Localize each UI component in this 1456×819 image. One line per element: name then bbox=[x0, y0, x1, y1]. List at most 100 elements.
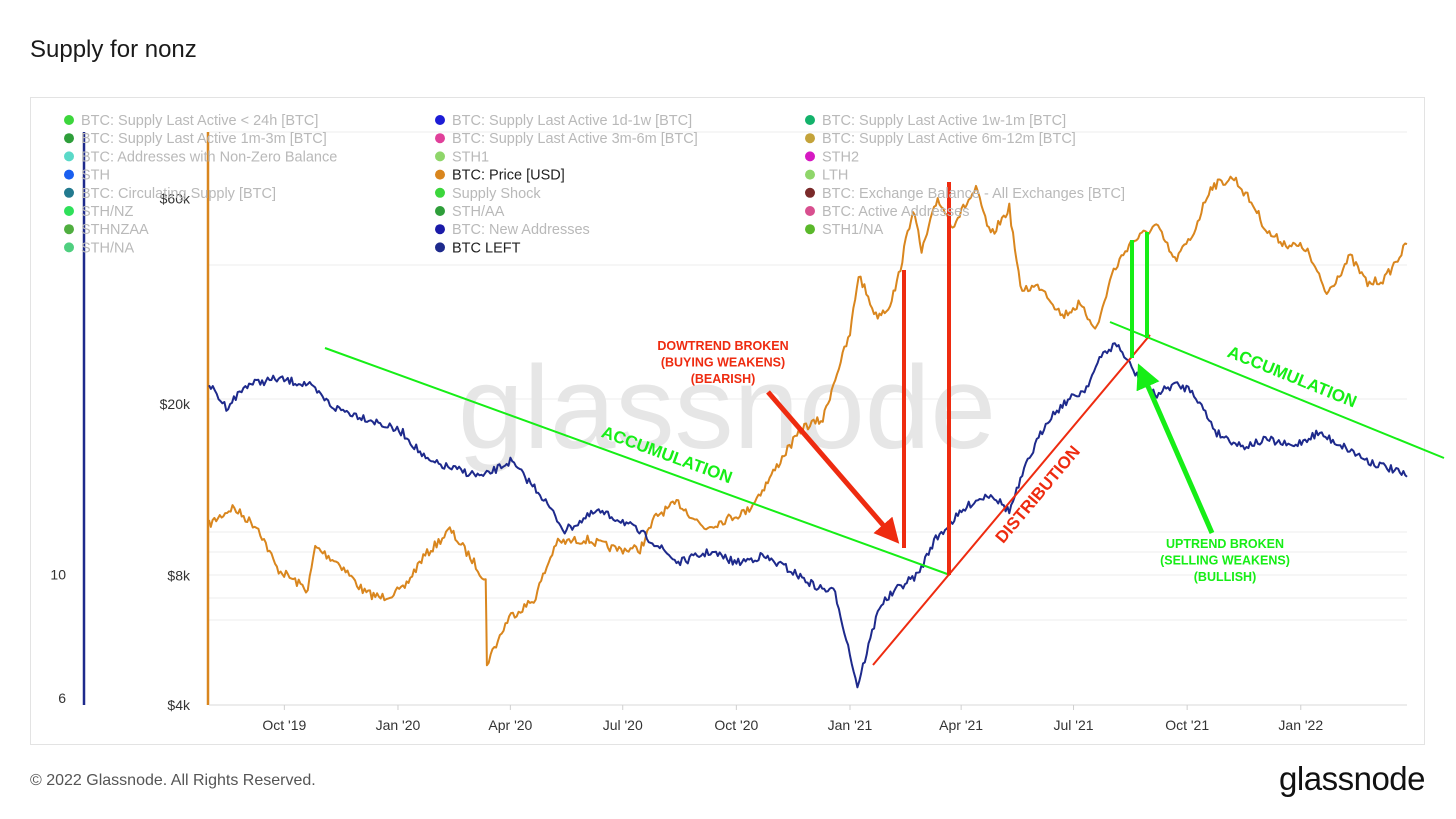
chart-axes: 10 6 $60k $20k $8k $4k Oct '19 Jan '20 Apr '20 Ju… bbox=[50, 132, 1407, 733]
uptrend-broken-label: UPTREND BROKEN bbox=[1166, 537, 1284, 551]
legend-label: BTC: Exchange Balance - All Exchanges [B… bbox=[822, 186, 1125, 202]
legend-label: STH1 bbox=[452, 149, 489, 165]
legend-swatch bbox=[64, 242, 74, 253]
legend-label: BTC: Supply Last Active 3m-6m [BTC] bbox=[452, 131, 698, 147]
chart-frame bbox=[30, 97, 1425, 745]
x-axis-tick-label: Apr '20 bbox=[488, 717, 532, 733]
legend-swatch bbox=[435, 151, 445, 162]
legend-label: BTC: Supply Last Active 1d-1w [BTC] bbox=[452, 113, 692, 129]
legend-swatch bbox=[435, 133, 445, 144]
legend-item[interactable]: STH/NA bbox=[64, 240, 135, 256]
legend-item[interactable]: BTC: Active Addresses bbox=[805, 204, 969, 220]
legend-item[interactable]: STH/AA bbox=[435, 204, 505, 220]
legend-item[interactable]: STH1/NA bbox=[805, 222, 884, 238]
uptrend-broken-label: (SELLING WEAKENS) bbox=[1160, 554, 1290, 568]
legend-item[interactable]: STH2 bbox=[805, 149, 859, 165]
legend-swatch bbox=[805, 187, 815, 198]
legend-item[interactable]: BTC: Circulating Supply [BTC] bbox=[64, 186, 276, 202]
chart-gridlines bbox=[209, 131, 1407, 621]
legend-swatch bbox=[435, 187, 445, 198]
legend-label: STH/NZ bbox=[81, 204, 134, 220]
accumulation-trendline-left bbox=[324, 347, 951, 576]
btc-left-line bbox=[208, 342, 1408, 689]
legend-swatch bbox=[435, 115, 445, 125]
legend-swatch bbox=[64, 169, 74, 180]
legend-swatch bbox=[64, 151, 74, 162]
distribution-label: DISTRIBUTION bbox=[992, 442, 1084, 547]
legend-label: BTC: Addresses with Non-Zero Balance bbox=[81, 149, 337, 165]
left-axis-tick-label: 6 bbox=[58, 690, 66, 706]
legend-item[interactable]: BTC: Supply Last Active < 24h [BTC] bbox=[64, 113, 318, 129]
legend-label: BTC LEFT bbox=[452, 240, 521, 256]
x-axis-tick-label: Jul '20 bbox=[603, 717, 643, 733]
legend-swatch bbox=[805, 151, 815, 162]
price-axis-tick-label: $60k bbox=[160, 190, 191, 206]
chart-series bbox=[208, 175, 1408, 689]
legend-swatch bbox=[805, 224, 815, 235]
downtrend-broken-label: (BUYING WEAKENS) bbox=[661, 356, 785, 370]
legend-item[interactable]: BTC: Supply Last Active 1m-3m [BTC] bbox=[64, 131, 327, 147]
uptrend-broken-label: (BULLISH) bbox=[1194, 570, 1257, 584]
downtrend-broken-label: (BEARISH) bbox=[691, 372, 756, 386]
legend-label: STH2 bbox=[822, 149, 859, 165]
legend-swatch bbox=[64, 133, 74, 144]
legend-item[interactable]: BTC: Supply Last Active 3m-6m [BTC] bbox=[435, 131, 698, 147]
legend-item[interactable]: BTC: Exchange Balance - All Exchanges [B… bbox=[805, 186, 1125, 202]
uptrend-arrow bbox=[1136, 363, 1215, 534]
legend-swatch bbox=[435, 169, 445, 180]
legend-item[interactable]: BTC: Addresses with Non-Zero Balance bbox=[64, 149, 337, 165]
legend-label: BTC: Supply Last Active < 24h [BTC] bbox=[81, 113, 318, 129]
legend-label: STH/NA bbox=[81, 240, 135, 256]
legend-item[interactable]: BTC: New Addresses bbox=[435, 222, 590, 238]
legend-label: BTC: Circulating Supply [BTC] bbox=[81, 186, 276, 202]
legend-swatch bbox=[805, 206, 815, 216]
legend-item[interactable]: BTC: Price [USD] bbox=[435, 168, 565, 184]
x-axis-tick-label: Oct '19 bbox=[262, 717, 306, 733]
legend-item[interactable]: BTC LEFT bbox=[435, 240, 521, 256]
legend-label: STH/AA bbox=[452, 204, 505, 220]
legend-label: BTC: Supply Last Active 1w-1m [BTC] bbox=[822, 113, 1066, 129]
glassnode-logo: glassnode bbox=[1279, 760, 1425, 797]
legend-label: STHNZAA bbox=[81, 222, 149, 238]
distribution-trendline bbox=[872, 334, 1151, 666]
copyright-footer: © 2022 Glassnode. All Rights Reserved. bbox=[30, 772, 316, 789]
downtrend-broken-label: DOWTREND BROKEN bbox=[657, 339, 788, 353]
legend-swatch bbox=[435, 224, 445, 235]
chart-legend: BTC: Supply Last Active < 24h [BTC] BTC: … bbox=[64, 113, 1125, 256]
legend-label: STH bbox=[81, 168, 110, 184]
x-axis-tick-label: Jan '20 bbox=[376, 717, 421, 733]
legend-label: BTC: Price [USD] bbox=[452, 168, 565, 184]
legend-item[interactable]: STH/NZ bbox=[64, 204, 134, 220]
x-axis-tick-label: Oct '21 bbox=[1165, 717, 1209, 733]
x-axis-tick-label: Jan '21 bbox=[828, 717, 873, 733]
legend-swatch bbox=[64, 224, 74, 235]
price-axis-tick-label: $4k bbox=[167, 697, 191, 713]
legend-swatch bbox=[805, 115, 815, 125]
price-axis-tick-label: $8k bbox=[167, 567, 191, 583]
legend-item[interactable]: LTH bbox=[805, 168, 848, 184]
btc-price-line bbox=[208, 175, 1408, 667]
legend-swatch bbox=[64, 206, 74, 216]
legend-item[interactable]: BTC: Supply Last Active 6m-12m [BTC] bbox=[805, 131, 1076, 147]
legend-item[interactable]: STH bbox=[64, 168, 110, 184]
legend-swatch bbox=[805, 169, 815, 180]
legend-label: Supply Shock bbox=[452, 186, 541, 202]
legend-item[interactable]: BTC: Supply Last Active 1d-1w [BTC] bbox=[435, 113, 692, 129]
legend-swatch bbox=[64, 187, 74, 198]
legend-label: BTC: New Addresses bbox=[452, 222, 590, 238]
legend-label: BTC: Supply Last Active 6m-12m [BTC] bbox=[822, 131, 1076, 147]
legend-label: BTC: Active Addresses bbox=[822, 204, 969, 220]
x-axis-tick-label: Apr '21 bbox=[939, 717, 983, 733]
legend-item[interactable]: STHNZAA bbox=[64, 222, 149, 238]
legend-swatch bbox=[805, 133, 815, 144]
accumulation-trendline-right bbox=[1109, 321, 1445, 459]
legend-label: LTH bbox=[822, 168, 848, 184]
legend-swatch bbox=[435, 242, 445, 253]
x-axis-tick-label: Jul '21 bbox=[1054, 717, 1094, 733]
legend-item[interactable]: STH1 bbox=[435, 149, 489, 165]
legend-item[interactable]: Supply Shock bbox=[435, 186, 541, 202]
x-axis-tick-label: Jan '22 bbox=[1278, 717, 1323, 733]
x-axis-tick-label: Oct '20 bbox=[714, 717, 758, 733]
legend-item[interactable]: BTC: Supply Last Active 1w-1m [BTC] bbox=[805, 113, 1066, 129]
